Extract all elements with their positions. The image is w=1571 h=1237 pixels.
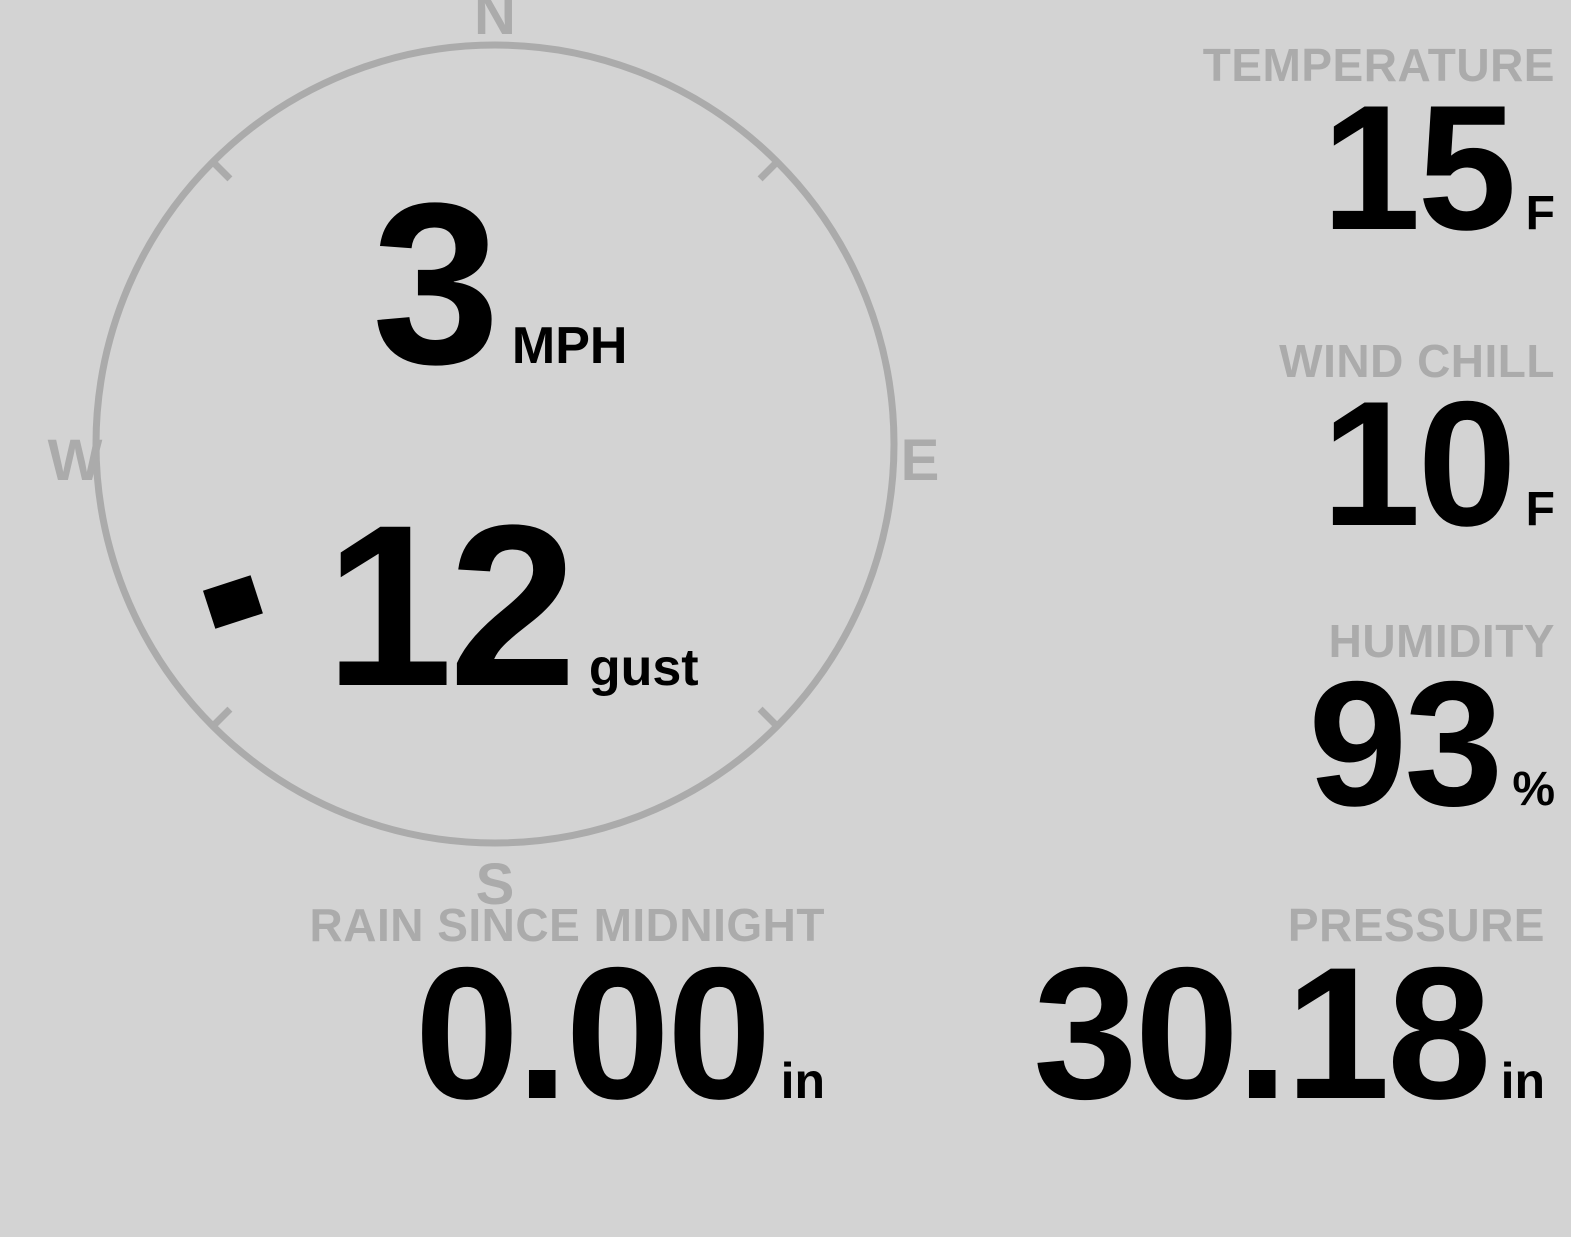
compass-tick-se [757, 706, 780, 729]
wind-chill-label: WIND CHILL [1279, 335, 1555, 387]
temperature-value: 15 [1321, 68, 1517, 267]
compass-tick-nw [210, 159, 233, 182]
stat-humidity: HUMIDITY 93 % [1010, 615, 1555, 843]
rain-unit: in [780, 1053, 825, 1109]
stat-temperature: TEMPERATURE 15 F [1010, 39, 1555, 267]
humidity-value: 93 [1308, 644, 1503, 843]
wind-chill-value: 10 [1321, 364, 1517, 563]
stat-wind-chill: WIND CHILL 10 F [1010, 335, 1555, 563]
rain-value: 0.00 [414, 928, 772, 1138]
compass-label-south: S [475, 852, 515, 917]
temperature-unit: F [1525, 187, 1555, 240]
humidity-value-row: 93 % [1010, 644, 1555, 843]
stat-rain-since-midnight: RAIN SINCE MIDNIGHT 0.00 in [205, 899, 826, 1138]
wind-chill-value-row: 10 F [1010, 364, 1555, 563]
wind-compass-dial: N E S W 3 MPH 12 gust [0, 0, 990, 920]
rain-label: RAIN SINCE MIDNIGHT [309, 899, 825, 951]
wind-direction-pointer [202, 575, 263, 629]
compass-tick-sw [210, 706, 233, 729]
compass-tick-marks [210, 159, 780, 729]
stat-pressure: PRESSURE 30.18 in [855, 899, 1545, 1138]
wind-chill-unit: F [1525, 483, 1555, 536]
compass-label-east: E [900, 428, 940, 493]
humidity-label: HUMIDITY [1328, 615, 1555, 667]
wind-gust-unit: gust [588, 639, 699, 697]
temperature-value-row: 15 F [1010, 68, 1555, 267]
compass-label-north: N [474, 0, 516, 47]
pressure-value-row: 30.18 in [855, 928, 1545, 1138]
pressure-value: 30.18 [1033, 928, 1491, 1138]
compass-ring-circle [92, 41, 898, 847]
pressure-label: PRESSURE [1287, 899, 1545, 951]
compass-label-west: W [47, 428, 103, 493]
wind-speed-unit: MPH [511, 317, 628, 375]
rain-value-row: 0.00 in [205, 928, 825, 1138]
wind-gust-value: 12 [325, 477, 577, 734]
humidity-unit: % [1512, 763, 1555, 816]
pressure-unit: in [1500, 1053, 1545, 1109]
wind-gust-readout: 12 gust [325, 477, 699, 734]
wind-speed-readout: 3 MPH [372, 155, 628, 412]
compass-graphic [92, 41, 898, 847]
compass-tick-ne [757, 159, 780, 182]
wind-speed-value: 3 [372, 155, 500, 412]
temperature-label: TEMPERATURE [1202, 39, 1555, 91]
